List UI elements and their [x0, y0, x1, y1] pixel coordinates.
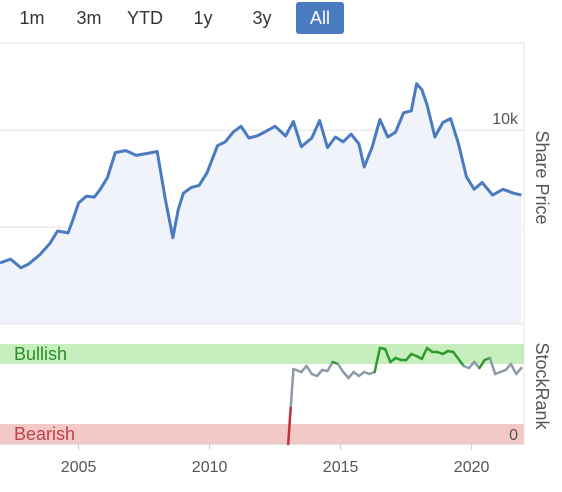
price-area-fill — [0, 83, 522, 324]
rank-segment — [472, 360, 481, 370]
rank-segment — [404, 352, 413, 362]
rank-segment — [305, 364, 314, 376]
rank-segment — [478, 358, 486, 370]
rank-segment — [289, 367, 295, 408]
rank-segment — [300, 364, 308, 374]
rank-segment — [452, 350, 460, 361]
rank-band-bullish — [0, 344, 524, 364]
price-series-line — [0, 82, 522, 270]
rank-axis-label: StockRank — [532, 342, 552, 430]
x-axis: 2005 2010 2015 2020 — [61, 444, 490, 476]
rank-band-label-bullish: Bullish — [14, 344, 67, 364]
price-tick-label: 10k — [492, 111, 519, 128]
stockrank-panel: Bullish Bearish 0 StockRank — [0, 323, 552, 446]
price-panel: 05k10kShare Price — [0, 42, 552, 325]
rank-segment — [420, 346, 429, 361]
rank-segment — [286, 404, 293, 446]
rank-segment — [292, 367, 303, 374]
rank-segment — [315, 368, 324, 378]
rank-segment — [347, 370, 355, 380]
range-button-all[interactable]: All — [296, 2, 344, 34]
rank-segment — [514, 366, 523, 376]
rank-segment — [488, 356, 497, 376]
x-tick-label: 2010 — [192, 459, 228, 476]
rank-band-label-bearish: Bearish — [14, 424, 75, 444]
x-tick-label: 2015 — [323, 459, 359, 476]
range-button-1y[interactable]: 1y — [193, 8, 213, 28]
rank-tick-label: 0 — [509, 427, 518, 444]
x-tick-label: 2005 — [61, 459, 97, 476]
rank-segment — [373, 346, 382, 374]
rank-segment — [383, 347, 392, 364]
range-selector: 1m 3m YTD 1y 3y All — [0, 0, 360, 38]
range-button-3m[interactable]: 3m — [76, 8, 102, 28]
rank-segment — [509, 362, 518, 376]
x-tick-label: 2020 — [454, 459, 490, 476]
rank-segment — [336, 362, 345, 374]
rank-segment — [341, 370, 350, 380]
rank-segment — [326, 360, 334, 373]
range-button-1m[interactable]: 1m — [19, 8, 45, 28]
price-axis-label: Share Price — [532, 130, 552, 224]
range-button-3y[interactable]: 3y — [252, 8, 272, 28]
rank-band-bearish — [0, 424, 524, 444]
rank-segment — [457, 357, 465, 368]
rank-segment — [467, 360, 476, 370]
range-button-ytd[interactable]: YTD — [127, 8, 163, 28]
